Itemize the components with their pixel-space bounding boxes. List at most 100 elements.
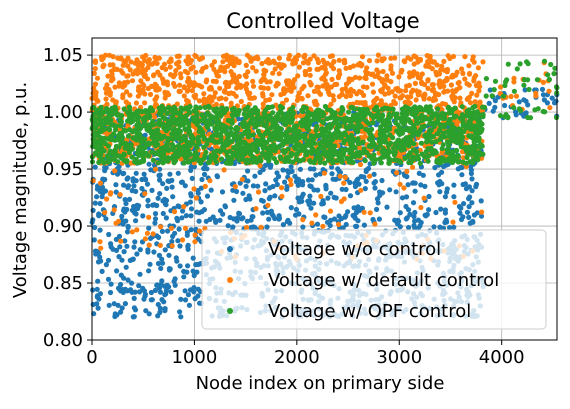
data-point bbox=[123, 201, 128, 206]
data-point bbox=[466, 63, 471, 68]
data-point bbox=[158, 136, 163, 141]
data-point bbox=[156, 196, 161, 201]
data-point bbox=[121, 81, 126, 86]
data-point bbox=[164, 186, 169, 191]
data-point bbox=[117, 144, 122, 149]
data-point bbox=[343, 175, 348, 180]
data-point bbox=[255, 56, 260, 61]
data-point bbox=[307, 194, 312, 199]
data-point bbox=[294, 152, 299, 157]
data-point bbox=[325, 196, 330, 201]
data-point bbox=[269, 209, 274, 214]
data-point bbox=[382, 128, 387, 133]
data-point bbox=[322, 171, 327, 176]
data-point bbox=[447, 119, 452, 124]
data-point bbox=[367, 58, 372, 63]
data-point bbox=[457, 127, 462, 132]
data-point bbox=[223, 96, 228, 101]
data-point bbox=[153, 82, 158, 87]
data-point bbox=[330, 53, 335, 58]
data-point bbox=[426, 153, 431, 158]
data-point bbox=[181, 274, 186, 279]
data-point bbox=[431, 224, 436, 229]
data-point bbox=[197, 98, 202, 103]
data-point bbox=[459, 172, 464, 177]
data-point bbox=[307, 67, 312, 72]
data-point bbox=[242, 107, 247, 112]
data-point bbox=[281, 86, 286, 91]
data-point bbox=[487, 101, 492, 106]
data-point bbox=[470, 188, 475, 193]
data-point bbox=[163, 247, 168, 252]
data-point bbox=[438, 207, 443, 212]
data-point bbox=[103, 188, 108, 193]
data-point bbox=[146, 268, 151, 273]
data-point bbox=[157, 191, 162, 196]
data-point bbox=[151, 231, 156, 236]
data-point bbox=[159, 257, 164, 262]
data-point bbox=[149, 188, 154, 193]
data-point bbox=[93, 66, 98, 71]
data-point bbox=[398, 160, 403, 165]
data-point bbox=[145, 231, 150, 236]
data-point bbox=[147, 115, 152, 120]
data-point bbox=[546, 89, 551, 94]
data-point bbox=[164, 288, 169, 293]
data-point bbox=[127, 197, 132, 202]
data-point bbox=[470, 160, 475, 165]
data-point bbox=[368, 210, 373, 215]
data-point bbox=[131, 314, 136, 319]
data-point bbox=[142, 191, 147, 196]
data-point bbox=[168, 64, 173, 69]
data-point bbox=[188, 191, 193, 196]
data-point bbox=[106, 277, 111, 282]
data-point bbox=[434, 139, 439, 144]
data-point bbox=[222, 65, 227, 70]
data-point bbox=[337, 58, 342, 63]
data-point bbox=[341, 117, 346, 122]
data-point bbox=[264, 224, 269, 229]
data-point bbox=[331, 177, 336, 182]
data-point bbox=[207, 178, 212, 183]
data-point bbox=[285, 218, 290, 223]
data-point bbox=[119, 113, 124, 118]
data-point bbox=[393, 94, 398, 99]
data-point bbox=[464, 186, 469, 191]
data-point bbox=[318, 156, 323, 161]
data-point bbox=[193, 150, 198, 155]
data-point bbox=[470, 220, 475, 225]
data-point bbox=[391, 145, 396, 150]
data-point bbox=[328, 209, 333, 214]
data-point bbox=[131, 204, 136, 209]
data-point bbox=[233, 184, 238, 189]
data-point bbox=[116, 254, 121, 259]
data-point bbox=[189, 227, 194, 232]
data-point bbox=[328, 102, 333, 107]
data-point bbox=[220, 212, 225, 217]
data-point bbox=[156, 302, 161, 307]
data-point bbox=[385, 77, 390, 82]
data-point bbox=[426, 194, 431, 199]
data-point bbox=[99, 112, 104, 117]
data-point bbox=[118, 282, 123, 287]
data-point bbox=[453, 114, 458, 119]
data-point bbox=[425, 53, 430, 58]
data-point bbox=[372, 222, 377, 227]
data-point bbox=[451, 183, 456, 188]
data-point bbox=[124, 244, 129, 249]
data-point bbox=[114, 100, 119, 105]
data-point bbox=[167, 172, 172, 177]
data-point bbox=[185, 233, 190, 238]
data-point bbox=[341, 181, 346, 186]
data-point bbox=[161, 211, 166, 216]
data-point bbox=[251, 183, 256, 188]
data-point bbox=[316, 60, 321, 65]
data-point bbox=[114, 268, 119, 273]
data-point bbox=[547, 105, 552, 110]
data-point bbox=[147, 57, 152, 62]
data-point bbox=[361, 84, 366, 89]
data-point bbox=[284, 187, 289, 192]
data-point bbox=[347, 65, 352, 70]
data-point bbox=[94, 194, 99, 199]
data-point bbox=[134, 211, 139, 216]
